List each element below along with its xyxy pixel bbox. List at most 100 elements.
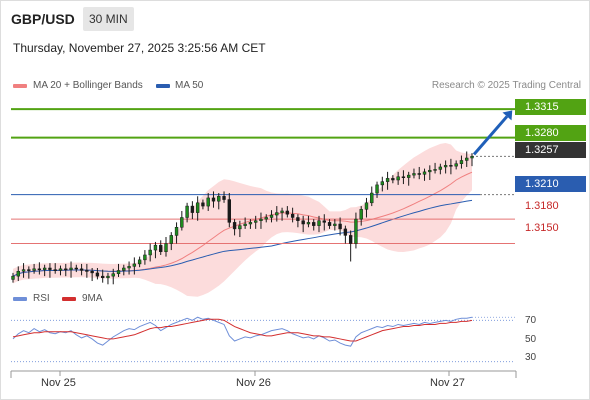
candle-body xyxy=(164,243,168,252)
x-tick-label: Nov 26 xyxy=(236,377,271,389)
support-label-2: 1.3150 xyxy=(525,222,559,234)
candle-body xyxy=(58,268,63,271)
ma20-legend-swatch xyxy=(13,84,27,88)
candle-body xyxy=(122,267,126,271)
candle-body xyxy=(422,171,427,175)
candle-body xyxy=(417,173,421,175)
candle-body xyxy=(101,275,105,279)
candle-body xyxy=(269,214,274,218)
candle-body xyxy=(143,254,147,261)
candle-body xyxy=(111,273,115,277)
candle-body xyxy=(433,169,437,171)
rsi-tick-50: 50 xyxy=(525,334,537,345)
candle-body xyxy=(238,225,242,230)
candle-body xyxy=(259,218,263,221)
candle-body xyxy=(296,217,300,221)
ma50-legend-swatch xyxy=(156,84,170,88)
candle-body xyxy=(180,217,184,228)
candle-body xyxy=(211,197,216,202)
candle-body xyxy=(290,213,295,218)
candle-body xyxy=(465,157,469,161)
candle-body xyxy=(42,267,47,270)
candle-body xyxy=(127,266,131,269)
candle-body xyxy=(438,166,443,170)
rsi-legend-label: RSI xyxy=(33,293,50,304)
candle-body xyxy=(412,173,416,176)
candle-body xyxy=(232,222,237,230)
candle-body xyxy=(380,181,384,186)
candle-body xyxy=(449,165,453,167)
x-tick-label: Nov 25 xyxy=(41,377,76,389)
candle-body xyxy=(301,220,305,225)
candle-body xyxy=(459,160,464,164)
candle-body xyxy=(74,267,78,270)
candle-body xyxy=(227,199,231,223)
candle-body xyxy=(375,184,379,194)
candle-body xyxy=(243,223,247,226)
rsi-legend-swatch xyxy=(13,297,27,301)
candle-body xyxy=(264,217,268,220)
timestamp: Thursday, November 27, 2025 3:25:56 AM C… xyxy=(13,41,266,55)
candle-body xyxy=(333,223,337,226)
candle-body xyxy=(37,268,42,271)
candle-body xyxy=(443,165,448,168)
candle-body xyxy=(217,196,221,202)
candle-body xyxy=(385,178,390,182)
candle-body xyxy=(11,275,15,280)
candle-body xyxy=(159,244,163,252)
candle-body xyxy=(370,192,374,204)
candle-body xyxy=(396,176,400,181)
candle-body xyxy=(275,212,279,216)
candle-body xyxy=(32,268,36,271)
current-price-tag: 1.3257 xyxy=(515,142,586,158)
candle-body xyxy=(206,197,210,207)
support-label-1: 1.3180 xyxy=(525,200,559,212)
candle-body xyxy=(148,249,152,256)
candle-body xyxy=(354,218,358,244)
candle-body xyxy=(428,169,432,173)
candle-body xyxy=(391,178,395,181)
candle-body xyxy=(27,269,31,271)
candle-body xyxy=(322,220,326,223)
timeframe-button[interactable]: 30 MIN xyxy=(83,7,134,31)
candle-body xyxy=(95,272,100,277)
candle-body xyxy=(169,235,173,244)
level-tag-1: 1.3315 xyxy=(515,99,586,115)
candle-body xyxy=(153,244,158,251)
candle-body xyxy=(90,271,94,274)
bollinger-band xyxy=(13,142,472,297)
candle-body xyxy=(359,209,363,220)
rsi-line xyxy=(12,316,473,347)
candle-body xyxy=(338,223,342,230)
candle-body xyxy=(285,210,290,215)
candle-body xyxy=(69,267,73,270)
candle-body xyxy=(280,210,284,213)
candle-body xyxy=(53,269,57,271)
candle-body xyxy=(407,174,411,178)
candle-body xyxy=(21,269,26,272)
rsi-tick-70: 70 xyxy=(525,315,537,326)
candle-body xyxy=(201,202,205,207)
candle-body xyxy=(327,222,332,226)
candle-body xyxy=(137,259,142,265)
candle-body xyxy=(132,263,137,267)
ma9-legend-label: 9MA xyxy=(82,293,103,304)
ma50-legend-label: MA 50 xyxy=(175,80,204,91)
candle-body xyxy=(312,222,316,226)
candle-body xyxy=(48,267,52,270)
candle-body xyxy=(348,235,353,244)
ma20-legend-label: MA 20 + Bollinger Bands xyxy=(33,80,143,91)
credit-text: Research © 2025 Trading Central xyxy=(431,80,581,91)
candle-body xyxy=(116,270,121,274)
pivot-tag: 1.3210 xyxy=(515,176,586,192)
level-tag-2: 1.3280 xyxy=(515,125,586,141)
projection-arrow xyxy=(472,115,509,156)
candle-body xyxy=(16,271,20,277)
candle-body xyxy=(85,270,89,272)
candle-body xyxy=(343,228,348,236)
pair-title: GBP/USD xyxy=(11,11,75,27)
candle-body xyxy=(190,205,195,213)
candle-body xyxy=(106,275,110,279)
rsi-tick-30: 30 xyxy=(525,352,537,363)
